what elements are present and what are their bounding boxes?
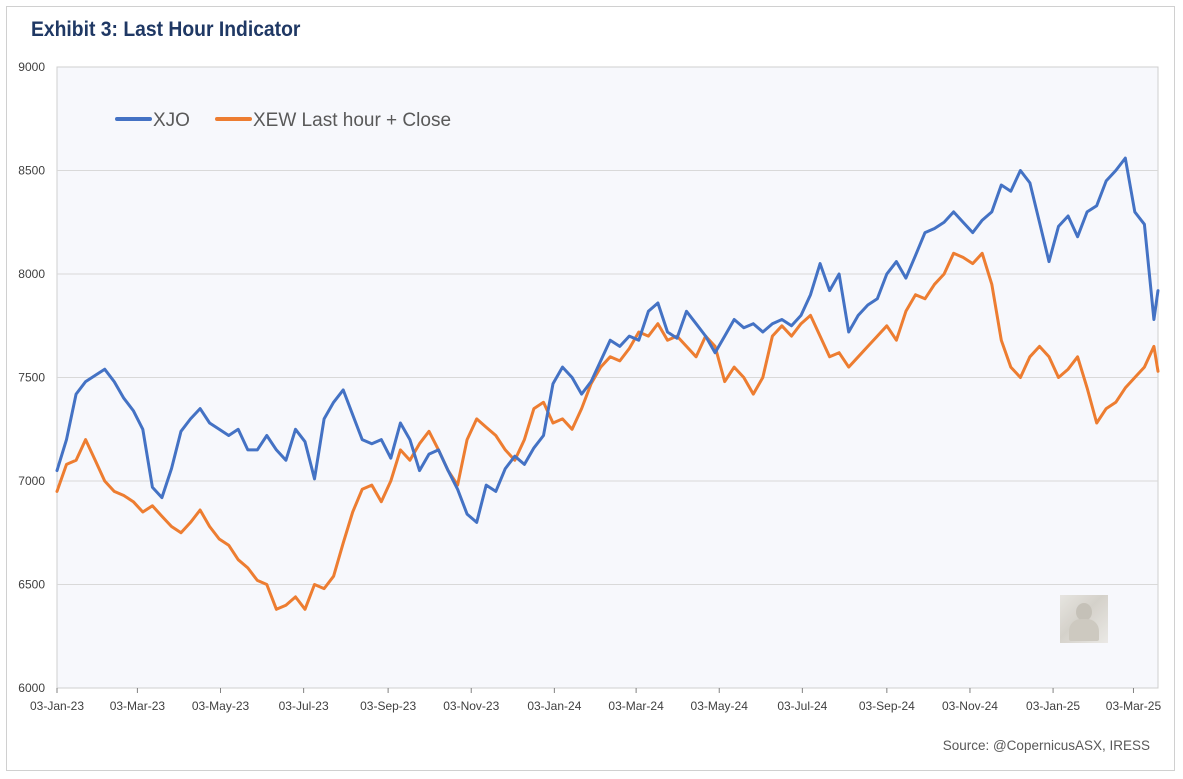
x-tick-label: 03-Mar-23 [110,699,166,713]
watermark-seal-image [1060,595,1108,643]
y-tick-label: 6000 [18,681,45,695]
series-lines [55,156,1160,611]
y-tick-label: 7500 [18,371,45,385]
x-tick-label: 03-Sep-23 [360,699,416,713]
y-tick-label: 7000 [18,474,45,488]
x-tick-label: 03-Jan-25 [1026,699,1080,713]
series-line-xjo [55,156,1160,524]
x-axis-ticks: 03-Jan-23 03-Mar-23 03-May-23 03-Jul-23 03-S… [30,688,1161,713]
x-tick-label: 03-Nov-24 [942,699,998,713]
legend-label: XEW Last hour + Close [253,110,451,131]
x-tick-label: 03-Jan-23 [30,699,84,713]
x-tick-label: 03-Nov-23 [443,699,499,713]
x-tick-label: 03-Mar-24 [608,699,664,713]
legend-label: XJO [153,110,190,131]
series-line-xew [55,251,1160,611]
gridlines [57,170,1158,585]
chart-title: Exhibit 3: Last Hour Indicator [31,18,301,41]
x-tick-label: 03-Jul-24 [777,699,827,713]
x-tick-label: 03-May-24 [691,699,749,713]
y-tick-label: 6500 [18,578,45,592]
x-tick-label: 03-Jul-23 [279,699,329,713]
source-note: Source: @CopernicusASX, IRESS [942,738,1150,753]
y-tick-label: 9000 [18,60,45,74]
x-tick-label: 03-Sep-24 [859,699,915,713]
y-tick-label: 8000 [18,267,45,281]
x-tick-label: 03-May-23 [192,699,250,713]
x-tick-label: 03-Mar-25 [1106,699,1162,713]
y-axis-ticks: 6000 6500 7000 7500 8000 8500 9000 [18,60,45,695]
y-tick-label: 8500 [18,164,45,178]
x-tick-label: 03-Jan-24 [527,699,581,713]
legend: XJO XEW Last hour + Close [115,110,451,131]
